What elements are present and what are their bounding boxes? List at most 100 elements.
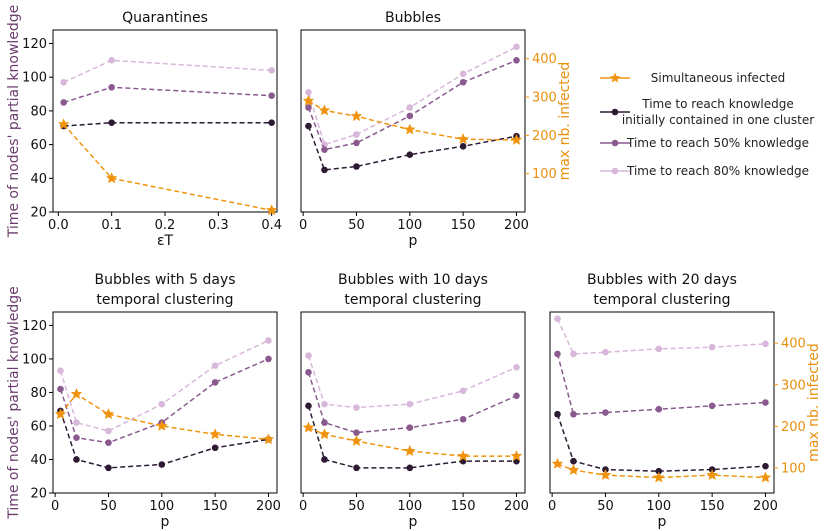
data-point-p50 — [60, 99, 67, 106]
series-line-p50 — [556, 353, 766, 416]
series-line-p80 — [59, 339, 269, 432]
chart-title: temporal clustering — [344, 292, 481, 308]
data-point-p80 — [211, 362, 219, 369]
data-point-sim — [57, 118, 70, 130]
data-point-p50 — [406, 112, 414, 120]
y-tick-label: 100 — [22, 71, 47, 86]
y-tick-label: 40 — [30, 172, 47, 187]
legend-label-one: Time to reach knowledge — [641, 97, 794, 111]
data-point-p80 — [158, 400, 166, 408]
x-tick-label: 0.0 — [48, 218, 69, 233]
x-tick-label: 0 — [548, 499, 556, 514]
y-tick-label: 20 — [30, 206, 47, 221]
series-line-p80 — [307, 355, 517, 409]
data-point-p80 — [305, 89, 312, 96]
y2-tick-label: 200 — [532, 129, 557, 144]
x-axis-label: εT — [157, 233, 174, 249]
x-tick-label: 0.1 — [101, 218, 122, 233]
data-point-p80 — [60, 78, 67, 86]
series-line-p80 — [556, 318, 766, 355]
data-point-p50 — [762, 399, 769, 406]
chart-title: Quarantines — [122, 10, 208, 26]
axes-frame — [549, 311, 775, 494]
data-point-p50 — [353, 139, 360, 147]
x-axis-label: p — [409, 233, 418, 249]
data-point-p80 — [57, 367, 64, 374]
chart-title: Bubbles — [385, 10, 441, 26]
data-point-p50 — [305, 104, 312, 111]
legend-label-p50: Time to reach 50% knowledge — [626, 136, 809, 150]
y-tick-label: 120 — [22, 37, 47, 52]
data-point-p80 — [602, 348, 609, 356]
x-tick-label: 0 — [299, 499, 307, 514]
y-tick-label: 60 — [30, 138, 47, 153]
chart-title: Bubbles with 20 days — [587, 272, 737, 288]
x-tick-label: 50 — [348, 499, 365, 514]
series-line-p50 — [59, 358, 269, 444]
data-point-p80 — [265, 337, 272, 344]
data-point-p80 — [762, 340, 769, 348]
data-point-p80 — [353, 131, 360, 138]
data-point-one — [158, 461, 166, 468]
legend-label-sim: Simultaneous infected — [651, 71, 786, 85]
series-line-p50 — [307, 372, 517, 434]
data-point-one — [762, 462, 769, 470]
data-point-p80 — [655, 345, 663, 353]
x-tick-label: 200 — [504, 499, 529, 514]
data-point-sim — [265, 204, 278, 216]
series-line-p50 — [63, 86, 272, 104]
x-tick-label: 150 — [203, 499, 228, 514]
data-point-p80 — [353, 404, 360, 411]
series-line-one — [556, 413, 766, 472]
data-point-sim — [350, 434, 363, 447]
panel-b5: Bubbles with 5 days temporal clustering 0 5… — [6, 272, 281, 530]
axes-frame — [52, 311, 278, 494]
data-point-p80 — [105, 427, 112, 435]
data-point-sim — [510, 133, 523, 145]
y-tick-label: 100 — [22, 352, 47, 367]
chart-title: Bubbles with 5 days — [94, 272, 235, 288]
data-point-sim — [759, 471, 772, 483]
x-axis-label: p — [658, 514, 667, 530]
y2-tick-label: 400 — [532, 52, 557, 67]
legend-label-one: initially contained in one cluster — [622, 113, 814, 127]
data-point-p50 — [513, 57, 520, 64]
data-point-p50 — [108, 83, 115, 91]
data-point-sim — [209, 428, 221, 440]
data-point-p80 — [570, 350, 577, 358]
x-tick-label: 200 — [504, 218, 529, 233]
data-point-p50 — [406, 424, 414, 431]
data-point-p80 — [554, 315, 561, 323]
data-point-p50 — [513, 392, 520, 400]
data-point-p50 — [105, 439, 112, 447]
axes-frame — [52, 29, 278, 213]
x-tick-label: 100 — [646, 499, 671, 514]
data-point-p50 — [321, 419, 328, 426]
data-point-p80 — [513, 43, 520, 51]
data-point-p50 — [602, 409, 609, 416]
data-point-one — [108, 119, 115, 126]
data-point-p80 — [406, 104, 414, 111]
legend-marker-p80 — [611, 167, 619, 175]
data-point-one — [459, 142, 467, 150]
data-point-sim — [70, 387, 83, 400]
data-point-sim — [551, 457, 564, 469]
data-point-one — [353, 464, 360, 472]
legend-label-p80: Time to reach 80% knowledge — [626, 164, 809, 178]
y-tick-label: 120 — [22, 319, 47, 334]
y-tick-label: 60 — [30, 419, 47, 434]
data-point-p50 — [211, 379, 219, 386]
data-point-p50 — [708, 402, 716, 410]
data-point-p50 — [57, 385, 64, 393]
data-point-p80 — [459, 70, 467, 78]
series-line-sim — [557, 463, 766, 479]
data-point-one — [305, 402, 312, 410]
x-tick-label: 50 — [597, 499, 614, 514]
series-line-sim — [59, 393, 269, 441]
data-point-p50 — [570, 410, 577, 418]
data-point-one — [406, 151, 414, 159]
series-line-one — [307, 125, 517, 171]
x-axis-label: p — [161, 514, 170, 530]
data-point-p50 — [73, 434, 80, 441]
data-point-p50 — [321, 146, 328, 153]
